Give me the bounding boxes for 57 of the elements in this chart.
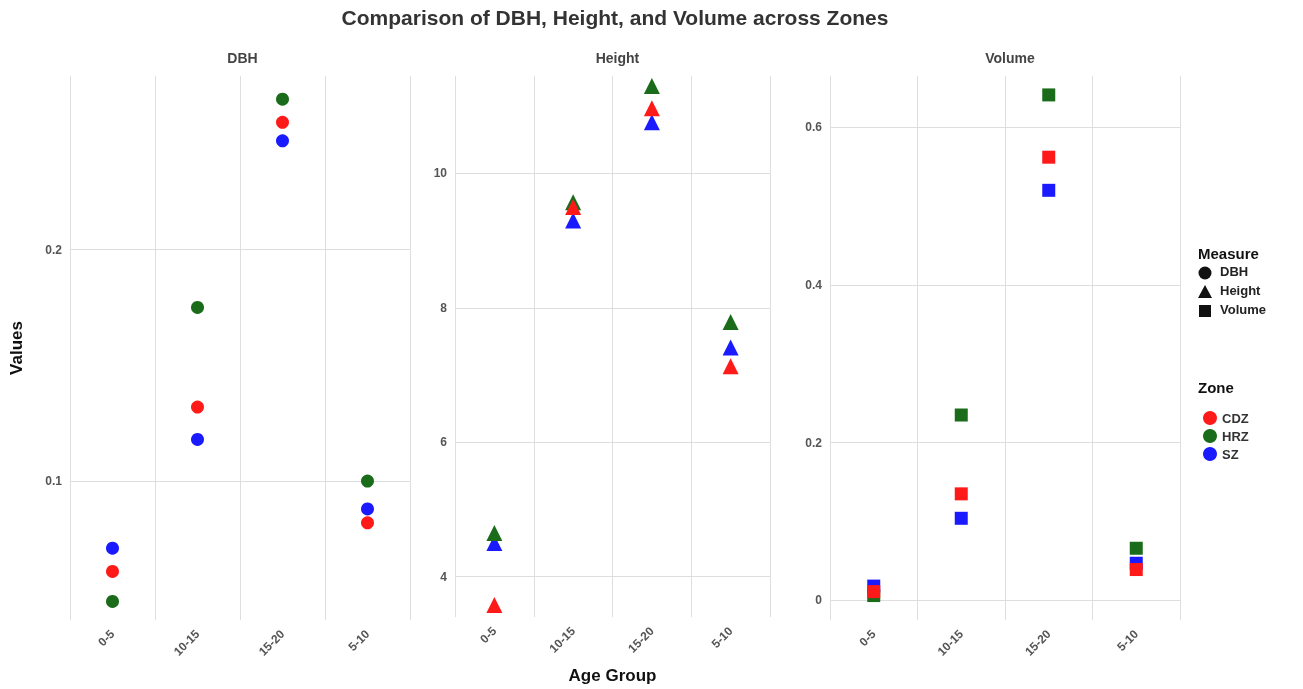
- point: [1042, 150, 1056, 164]
- point: [1129, 563, 1143, 577]
- legend-title: Zone: [1198, 379, 1234, 396]
- point: [722, 339, 739, 356]
- point: [1042, 88, 1056, 102]
- x-tick-label: 0-5: [856, 626, 879, 650]
- point: [191, 400, 204, 414]
- y-tick-label: 0.4: [805, 277, 823, 292]
- x-axis-title: Age Group: [568, 666, 657, 685]
- point: [276, 92, 289, 106]
- point: [643, 100, 660, 117]
- chart-subtitle: Height: [595, 50, 640, 66]
- point: [361, 516, 374, 530]
- point: [722, 358, 739, 375]
- text: Volume: [1220, 302, 1266, 317]
- chart-subtitle: DBH: [227, 50, 258, 66]
- y-tick-label: 0.1: [45, 474, 63, 489]
- point: [486, 596, 503, 613]
- legend-label: SZ: [1222, 446, 1239, 462]
- chart-title: Comparison of DBH, Height, and Volume across Zones: [340, 6, 890, 30]
- y-tick-label: 8: [440, 300, 448, 315]
- y-tick-label: 0.6: [805, 120, 823, 135]
- point: [276, 115, 289, 129]
- point: [643, 114, 660, 131]
- x-tick-label: 0-5: [95, 626, 118, 650]
- point: [486, 524, 503, 541]
- text: DBH: [1220, 264, 1249, 279]
- point: [191, 300, 204, 314]
- x-tick-label: 0-5: [477, 623, 500, 647]
- y-tick-label: 0.2: [45, 242, 63, 257]
- point: [954, 408, 968, 422]
- point: [954, 487, 968, 501]
- chart-subtitle: Volume: [985, 50, 1035, 66]
- point: [565, 199, 582, 216]
- point: [361, 474, 374, 488]
- text: Measure: [1198, 245, 1259, 262]
- legend-label: CDZ: [1222, 410, 1249, 426]
- point: [954, 511, 968, 525]
- y-tick-label: 0: [815, 593, 823, 608]
- point: [1042, 183, 1056, 197]
- point: [1129, 541, 1143, 555]
- y-axis-title: Values: [7, 321, 26, 375]
- y-tick-label: 6: [440, 435, 448, 450]
- y-tick-label: 10: [433, 166, 448, 181]
- point: [867, 585, 881, 599]
- point: [191, 432, 204, 446]
- point: [106, 564, 119, 578]
- y-tick-label: 4: [440, 569, 448, 584]
- point: [643, 78, 660, 95]
- point: [276, 134, 289, 148]
- point: [722, 313, 739, 330]
- point: [361, 502, 374, 516]
- point: [106, 541, 119, 555]
- text: Height: [1220, 283, 1262, 298]
- y-tick-label: 0.2: [805, 435, 823, 450]
- point: [106, 594, 119, 608]
- legend-label: HRZ: [1222, 428, 1249, 444]
